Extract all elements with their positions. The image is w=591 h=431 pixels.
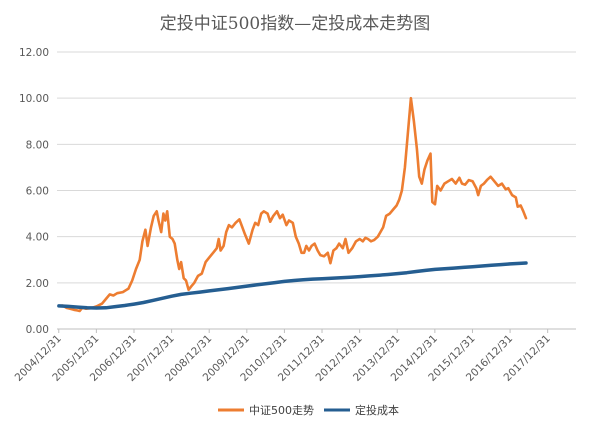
legend-label: 中证500走势 (249, 404, 314, 417)
series-line-cost (57, 261, 528, 310)
x-axis-ticks: 2004/12/312005/12/312006/12/312007/12/31… (13, 329, 553, 384)
y-tick-label: 12.00 (19, 47, 49, 59)
y-tick-label: 6.00 (26, 186, 49, 198)
legend: 中证500走势 定投成本 (218, 403, 399, 417)
y-tick-label: 10.00 (19, 93, 49, 105)
series-line-index (57, 96, 528, 313)
y-tick-label: 8.00 (26, 139, 49, 151)
series-lines (57, 96, 528, 313)
y-tick-label: 4.00 (26, 232, 49, 244)
chart-title: 定投中证500指数—定投成本走势图 (160, 14, 430, 34)
gridlines (57, 51, 576, 330)
legend-label: 定投成本 (355, 403, 399, 417)
y-tick-label: 0.00 (26, 324, 49, 336)
y-axis-ticks: 0.00 2.00 4.00 6.00 8.00 10.00 12.00 (19, 47, 49, 336)
y-tick-label: 2.00 (26, 278, 49, 290)
